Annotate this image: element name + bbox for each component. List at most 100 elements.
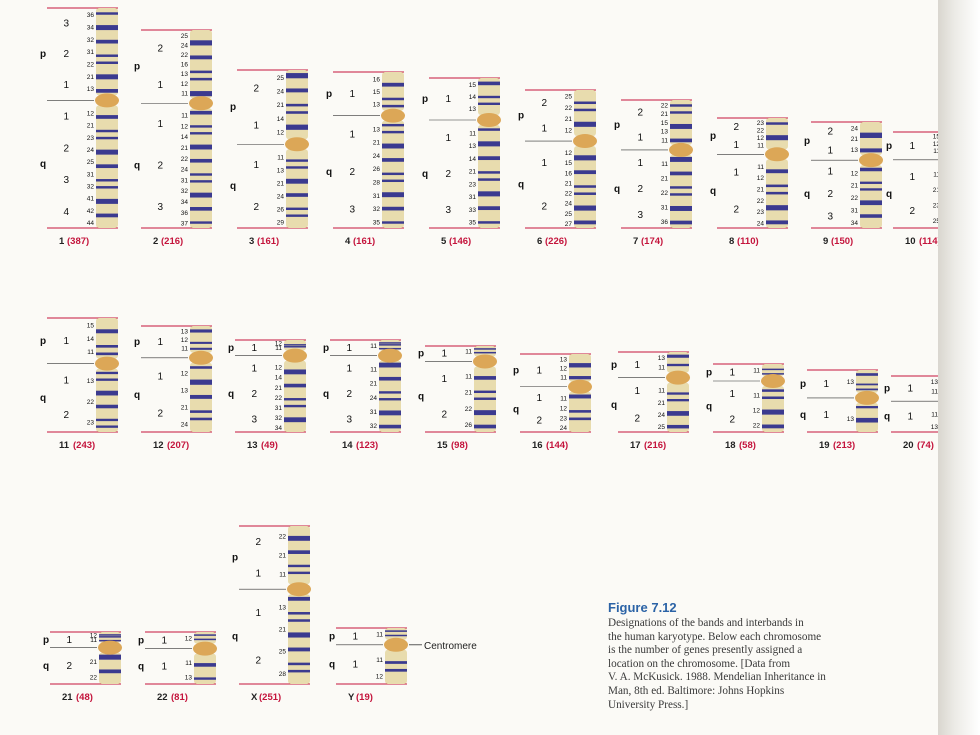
band-number: 12 xyxy=(181,123,189,130)
dark-band xyxy=(379,424,401,429)
region-number: 1 xyxy=(157,371,163,382)
dark-band xyxy=(99,634,121,636)
band-number: 13 xyxy=(847,379,855,386)
band-number: 41 xyxy=(87,196,95,203)
dark-band xyxy=(569,394,591,399)
dark-band xyxy=(190,132,212,135)
band-number: 12 xyxy=(851,170,859,177)
dark-band xyxy=(190,180,212,183)
region-number: 1 xyxy=(823,379,829,390)
centromere xyxy=(384,637,408,652)
dark-band xyxy=(670,104,692,107)
band-number: 14 xyxy=(277,116,285,123)
region-number: 1 xyxy=(827,146,833,157)
p-arm-label: p xyxy=(134,337,140,348)
dark-band xyxy=(478,171,500,174)
region-number: 2 xyxy=(827,127,833,138)
dark-band xyxy=(766,169,788,174)
band-number: 21 xyxy=(851,183,859,190)
gene-count: (243) xyxy=(73,440,95,451)
band-number: 11 xyxy=(661,161,668,168)
band-number: 13 xyxy=(185,675,193,682)
centromere xyxy=(859,153,883,168)
region-number: 1 xyxy=(536,393,542,404)
band-number: 22 xyxy=(565,105,573,112)
dark-band xyxy=(286,124,308,130)
region-number: 3 xyxy=(637,210,643,221)
q-arm-label: q xyxy=(134,390,140,401)
p-arm xyxy=(288,526,310,585)
band-number: 21 xyxy=(933,187,940,194)
region-number: 2 xyxy=(909,206,915,217)
dark-band xyxy=(382,123,404,127)
band-number: 16 xyxy=(181,62,189,69)
band-number: 22 xyxy=(757,198,765,205)
region-number: 1 xyxy=(441,374,447,385)
dark-band xyxy=(474,397,496,400)
p-arm xyxy=(574,90,596,137)
band-number: 21 xyxy=(469,169,477,176)
band-number: 32 xyxy=(275,415,283,422)
dark-band xyxy=(382,158,404,162)
band-number: 24 xyxy=(658,412,666,419)
band-number: 15 xyxy=(87,323,95,330)
band-number: 15 xyxy=(469,82,477,89)
p-arm xyxy=(190,30,212,99)
dark-band xyxy=(574,185,596,188)
dark-band xyxy=(382,97,404,101)
band-number: 11 xyxy=(933,148,940,155)
p-arm xyxy=(860,122,882,156)
q-arm-label: q xyxy=(422,169,428,180)
band-number: 21 xyxy=(279,627,287,634)
band-number: 12 xyxy=(87,110,95,117)
dark-band xyxy=(574,121,596,127)
region-number: 1 xyxy=(255,608,261,619)
region-number: 1 xyxy=(729,368,735,379)
gene-count: (150) xyxy=(831,236,853,247)
band-number: 11 xyxy=(933,172,940,179)
band-number: 16 xyxy=(373,76,381,83)
gene-count: (74) xyxy=(917,440,934,451)
dark-band xyxy=(385,668,407,672)
band-number: 25 xyxy=(658,424,666,431)
centromere xyxy=(98,640,122,655)
region-number: 1 xyxy=(255,568,261,579)
dark-band xyxy=(194,663,216,667)
region-number: 3 xyxy=(251,414,257,425)
region-number: 2 xyxy=(157,408,163,419)
dark-band xyxy=(190,341,212,344)
figure-caption-text: Designations of the bands and interbands… xyxy=(608,617,826,711)
region-number: 1 xyxy=(634,360,640,371)
centromere xyxy=(669,142,693,157)
q-arm xyxy=(96,368,118,432)
region-number: 3 xyxy=(63,175,69,186)
p-arm-label: p xyxy=(706,368,712,379)
chromosome-number: Y xyxy=(348,692,355,703)
band-number: 13 xyxy=(931,424,939,431)
band-number: 21 xyxy=(757,187,765,194)
dark-band xyxy=(96,378,118,381)
p-arm-label: p xyxy=(614,120,620,131)
dark-band xyxy=(382,130,404,134)
dark-band xyxy=(288,612,310,615)
p-arm-label: p xyxy=(230,102,236,113)
dark-band xyxy=(478,141,500,147)
chromosome-number: 12 xyxy=(153,440,164,451)
region-number: 2 xyxy=(729,414,735,425)
dark-band xyxy=(766,135,788,141)
q-arm-label: q xyxy=(884,412,890,423)
gene-count: (114) xyxy=(919,236,940,247)
chromosome-number: 5 xyxy=(441,236,447,247)
band-number: 13 xyxy=(279,604,287,611)
dark-band xyxy=(385,661,407,664)
centromere xyxy=(189,96,213,111)
q-arm-label: q xyxy=(614,184,620,195)
gene-count: (146) xyxy=(449,236,471,247)
gene-count: (123) xyxy=(356,440,378,451)
region-number: 2 xyxy=(66,661,72,672)
band-number: 12 xyxy=(933,141,940,148)
page-binding-shadow xyxy=(938,0,980,735)
region-number: 1 xyxy=(634,386,640,397)
dark-band xyxy=(288,669,310,673)
